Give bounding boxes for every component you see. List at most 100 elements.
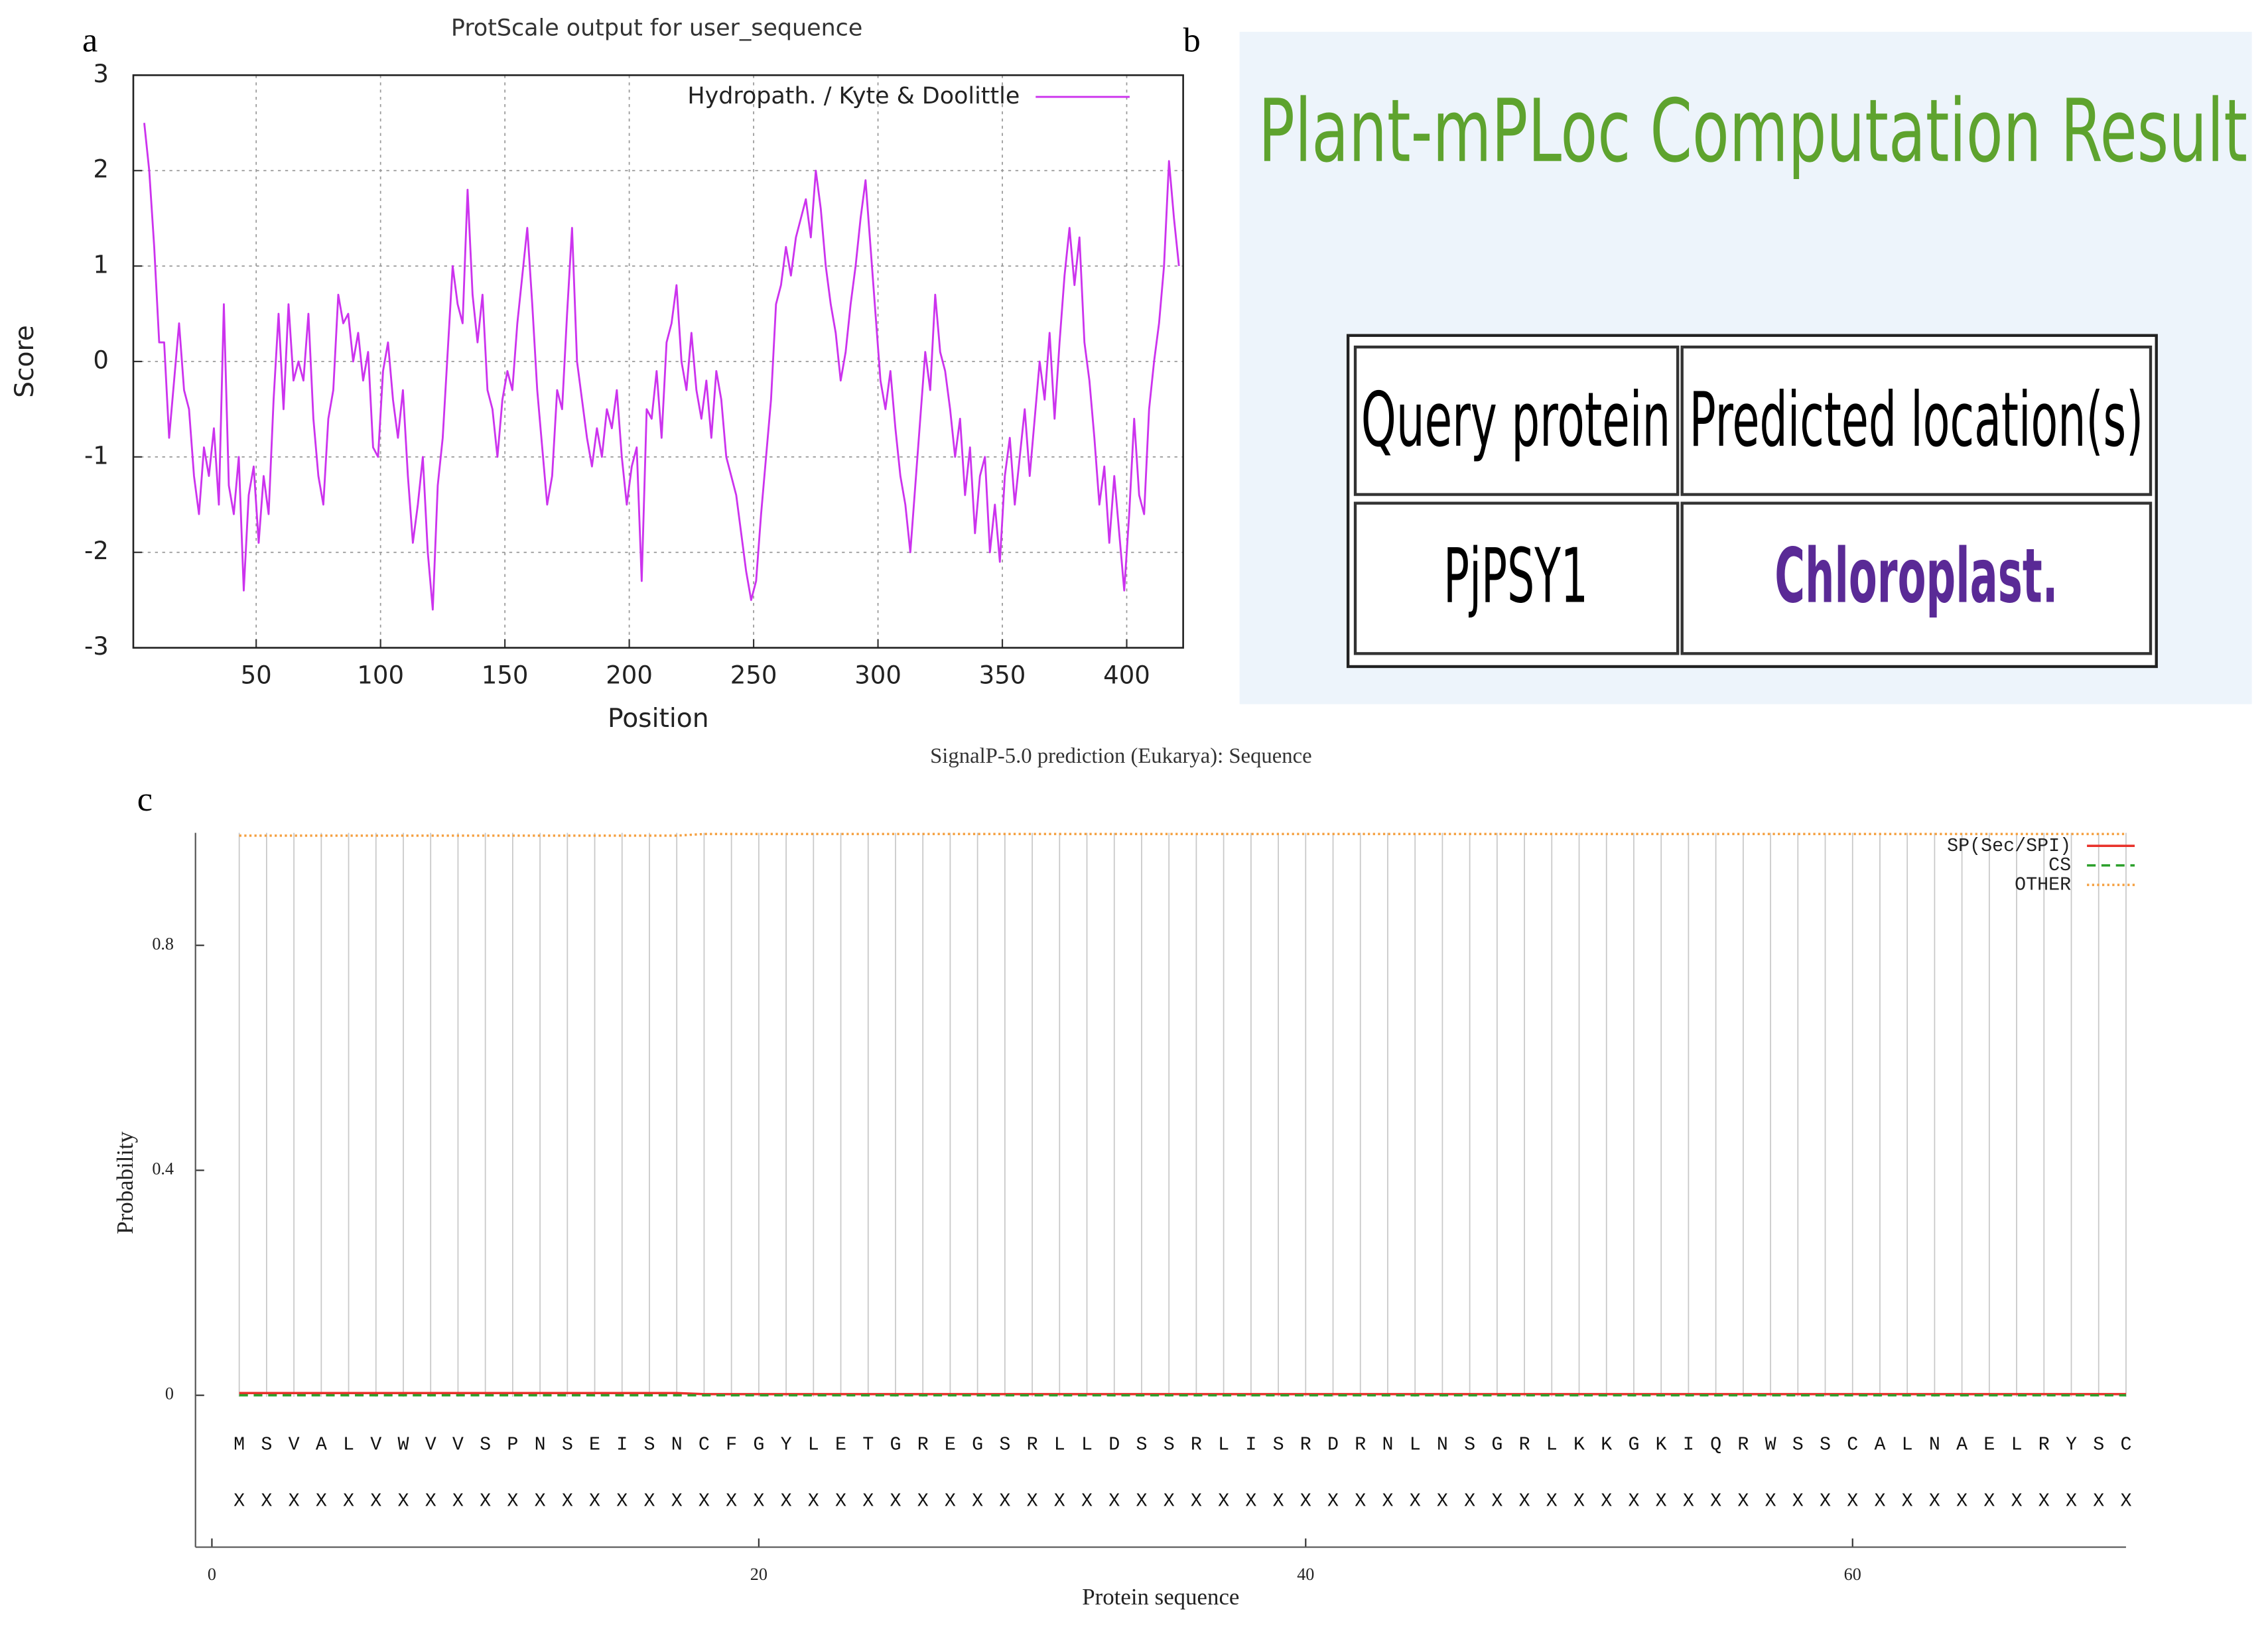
residue-marker: X xyxy=(1874,1490,1885,1512)
residue-marker: X xyxy=(699,1490,710,1512)
residue: E xyxy=(945,1433,956,1455)
residue-marker: X xyxy=(1300,1490,1311,1512)
residue-marker: X xyxy=(1601,1490,1612,1512)
data-line xyxy=(239,832,2126,837)
residue-marker: X xyxy=(1628,1490,1639,1512)
residue: N xyxy=(535,1433,546,1455)
residue: G xyxy=(972,1433,983,1455)
residue-marker: X xyxy=(1491,1490,1502,1512)
residue: R xyxy=(1300,1433,1311,1455)
residue-marker: X xyxy=(862,1490,874,1512)
residue-marker: X xyxy=(808,1490,819,1512)
residue-marker: X xyxy=(507,1490,518,1512)
residue: S xyxy=(643,1433,655,1455)
residue-marker: X xyxy=(835,1490,846,1512)
legend-label: OTHER xyxy=(2015,874,2071,896)
table-cell xyxy=(1680,346,2153,496)
residue: R xyxy=(1191,1433,1202,1455)
residue-marker: X xyxy=(370,1490,381,1512)
residue-marker: X xyxy=(535,1490,546,1512)
residue-marker: X xyxy=(425,1490,436,1512)
chart-title: ProtScale output for user_sequence xyxy=(451,15,862,42)
residue-marker: X xyxy=(1820,1490,1831,1512)
residue-marker: X xyxy=(1737,1490,1749,1512)
panel-label: c xyxy=(137,780,153,818)
residue-marker: X xyxy=(233,1490,245,1512)
residue-marker: X xyxy=(1519,1490,1530,1512)
residue-marker: X xyxy=(1983,1490,1995,1512)
residue-marker: X xyxy=(397,1490,409,1512)
residue-marker: X xyxy=(1929,1490,1940,1512)
residue-marker: X xyxy=(1245,1490,1256,1512)
residue: L xyxy=(343,1433,354,1455)
residue-marker: X xyxy=(2066,1490,2077,1512)
plot-frame xyxy=(132,74,1184,649)
residue: S xyxy=(1164,1433,1175,1455)
y-tick-label: -1 xyxy=(84,441,109,470)
residue: P xyxy=(507,1433,518,1455)
residue: K xyxy=(1601,1433,1612,1455)
residue: A xyxy=(1874,1433,1885,1455)
residue: V xyxy=(425,1433,436,1455)
residue: E xyxy=(835,1433,846,1455)
residue: S xyxy=(999,1433,1010,1455)
residue: V xyxy=(452,1433,464,1455)
residue-marker: X xyxy=(643,1490,655,1512)
x-tick-label: 100 xyxy=(357,661,404,690)
x-tick-label: 150 xyxy=(482,661,529,690)
residue-marker: X xyxy=(726,1490,737,1512)
residue: C xyxy=(2120,1433,2131,1455)
x-tick-label: 20 xyxy=(750,1565,767,1584)
residue: I xyxy=(616,1433,628,1455)
residue: S xyxy=(1273,1433,1284,1455)
residue-marker: X xyxy=(1054,1490,1065,1512)
residue: K xyxy=(1656,1433,1667,1455)
residue: N xyxy=(1382,1433,1393,1455)
residue: R xyxy=(917,1433,929,1455)
residue: G xyxy=(1628,1433,1639,1455)
y-tick-label: 0.4 xyxy=(152,1159,174,1178)
residue-marker: X xyxy=(1710,1490,1721,1512)
residue-marker: X xyxy=(1164,1490,1175,1512)
y-tick-label: 0 xyxy=(165,1384,174,1403)
residue-marker: X xyxy=(1081,1490,1093,1512)
residue: S xyxy=(261,1433,272,1455)
y-tick-label: 1 xyxy=(93,251,109,279)
residue: I xyxy=(1683,1433,1694,1455)
x-tick-label: 0 xyxy=(208,1565,216,1584)
residue-marker: X xyxy=(261,1490,272,1512)
residue: G xyxy=(890,1433,901,1455)
residue-marker: X xyxy=(1683,1490,1694,1512)
x-axis-label: Protein sequence xyxy=(1082,1584,1239,1610)
residue-marker: X xyxy=(1327,1490,1339,1512)
table-header: Predicted location(s) xyxy=(1690,376,2144,464)
residue: S xyxy=(1792,1433,1804,1455)
y-tick-label: 2 xyxy=(93,155,109,184)
residue-marker: X xyxy=(1437,1490,1448,1512)
residue: L xyxy=(1054,1433,1065,1455)
residue: R xyxy=(2038,1433,2050,1455)
legend-label: Hydropath. / Kyte & Doolittle xyxy=(687,83,1020,109)
residue-marker: X xyxy=(1765,1490,1776,1512)
residue-marker: X xyxy=(1410,1490,1421,1512)
residue-marker: X xyxy=(289,1490,300,1512)
residue-marker: X xyxy=(316,1490,327,1512)
residue-marker: X xyxy=(999,1490,1010,1512)
residue-marker: X xyxy=(917,1490,929,1512)
residue: G xyxy=(1491,1433,1502,1455)
residue: R xyxy=(1355,1433,1366,1455)
data-line xyxy=(239,1392,2126,1396)
residue-marker: X xyxy=(781,1490,792,1512)
residue-marker: X xyxy=(1273,1490,1284,1512)
y-tick-label: -2 xyxy=(84,537,109,565)
y-tick-label: 3 xyxy=(93,60,109,88)
residue: R xyxy=(1737,1433,1749,1455)
panel-b: Plant-mPLoc Computation Result Query pro… xyxy=(1239,31,2252,704)
residue-marker: X xyxy=(1464,1490,1475,1512)
residue-marker: X xyxy=(972,1490,983,1512)
residue-marker: X xyxy=(1355,1490,1366,1512)
residue-marker: X xyxy=(2093,1490,2104,1512)
residue: Y xyxy=(781,1433,792,1455)
x-tick-label: 300 xyxy=(854,661,901,690)
